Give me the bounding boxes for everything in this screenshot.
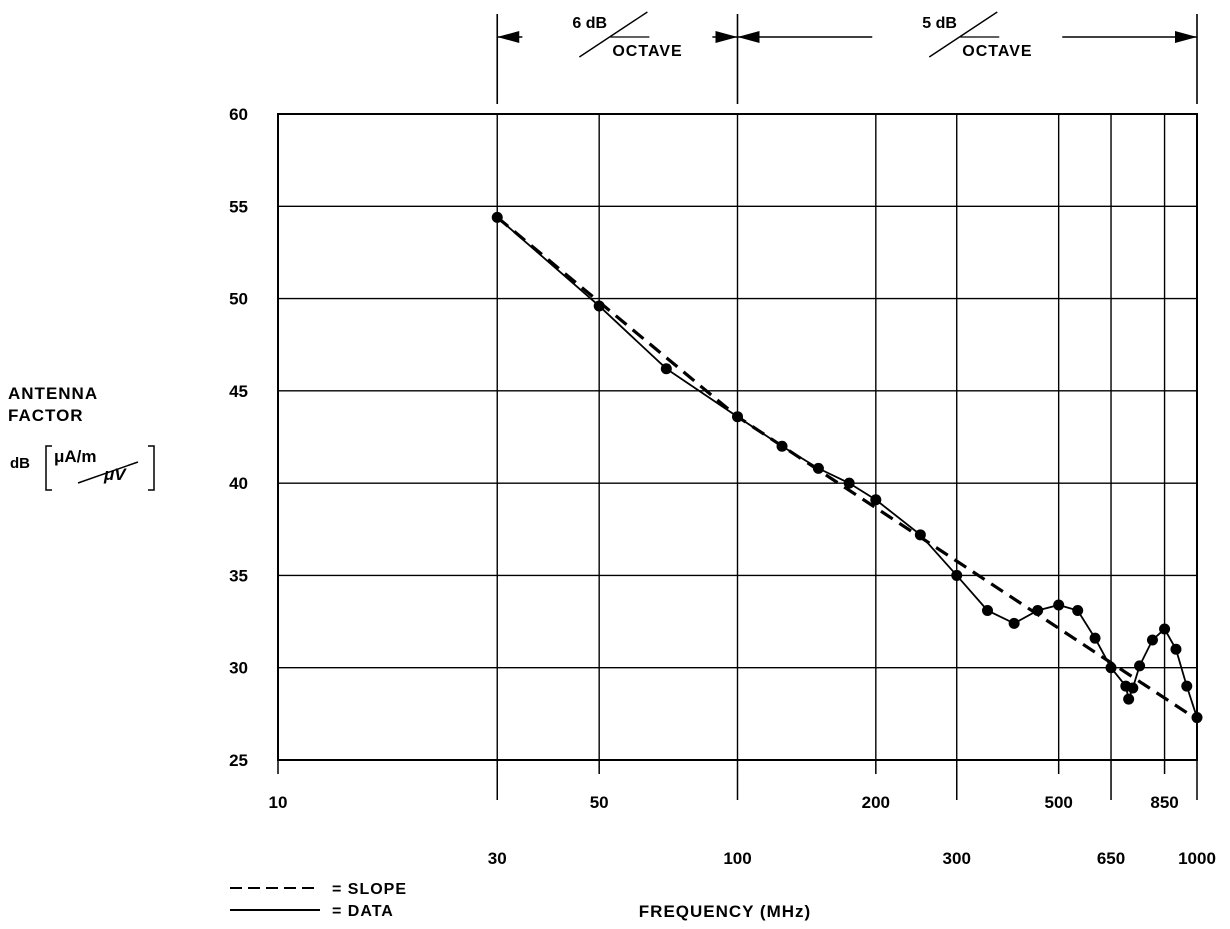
- x-tick-label-650: 650: [1097, 849, 1125, 868]
- y-tick-label-50: 50: [229, 290, 248, 309]
- bracket-left: [45, 445, 52, 491]
- y-tick-label-25: 25: [229, 751, 248, 770]
- x-tick-label-100: 100: [723, 849, 751, 868]
- annotation-value-1: 5 dB: [922, 15, 957, 32]
- y-tick-label-35: 35: [229, 566, 248, 585]
- annotation-arrowhead-left-0: [497, 31, 520, 43]
- annotation-slash-0: [578, 11, 648, 58]
- y-axis-unit-prefix: dB: [10, 455, 30, 472]
- x-tick-label-850: 850: [1150, 793, 1178, 812]
- unit-slash: [77, 461, 139, 484]
- series-line-slope: [496, 216, 1198, 721]
- y-tick-label-45: 45: [229, 382, 248, 401]
- series: [491, 211, 1203, 724]
- y-axis-label-line1: ANTENNA: [8, 384, 99, 403]
- y-tick-label-30: 30: [229, 659, 248, 678]
- y-axis-tick-labels: 25 30 35 40 45 50 55 60: [229, 105, 248, 770]
- annotation-unit-1: OCTAVE: [962, 43, 1032, 60]
- data-point-350: [981, 604, 993, 616]
- grid: [278, 113, 1197, 761]
- slope-annotations: 6 dB OCTAVE 5 dB OCTAVE: [496, 11, 1198, 104]
- y-axis-label-line2: FACTOR: [8, 406, 84, 425]
- legend-label-0: = SLOPE: [332, 881, 407, 898]
- data-point-750: [1134, 660, 1146, 672]
- x-tick-label-300: 300: [943, 849, 971, 868]
- data-point-500: [1053, 599, 1065, 611]
- x-tick-label-50: 50: [590, 793, 609, 812]
- legend: = SLOPE = DATA: [230, 881, 407, 920]
- annotation-unit-0: OCTAVE: [612, 43, 682, 60]
- x-tick-label-30: 30: [488, 849, 507, 868]
- data-point-600: [1089, 632, 1101, 644]
- x-tick-label-200: 200: [862, 793, 890, 812]
- annotation-arrowhead-left-1: [737, 31, 760, 43]
- x-tick-label-1000: 1000: [1178, 849, 1216, 868]
- data-point-710: [1123, 693, 1135, 705]
- y-tick-label-40: 40: [229, 474, 248, 493]
- data-point-300: [951, 569, 963, 581]
- data-point-725: [1127, 682, 1139, 694]
- legend-label-1: = DATA: [332, 903, 394, 920]
- y-tick-label-60: 60: [229, 105, 248, 124]
- data-point-175: [843, 477, 855, 489]
- y-axis-unit-numerator: μA/m: [54, 447, 97, 466]
- bracket-right: [148, 445, 155, 491]
- data-point-550: [1072, 604, 1084, 616]
- data-point-400: [1008, 617, 1020, 629]
- data-point-850: [1159, 623, 1171, 635]
- annotation-slash-1: [928, 11, 998, 58]
- data-point-800: [1146, 634, 1158, 646]
- data-point-900: [1170, 643, 1182, 655]
- x-tick-label-500: 500: [1044, 793, 1072, 812]
- data-point-200: [870, 494, 882, 506]
- y-axis-label: ANTENNA FACTOR: [8, 383, 98, 427]
- data-point-650: [1105, 662, 1117, 674]
- y-axis-unit-denominator: μV: [103, 465, 127, 484]
- data-point-70: [660, 363, 672, 375]
- annotation-arrowhead-right-0: [715, 31, 738, 43]
- x-axis-tick-labels: 10 50 200 500 850 30 100 300 650 1000: [269, 760, 1216, 868]
- y-axis-unit: dB μA/m μV: [10, 445, 155, 491]
- data-point-950: [1181, 680, 1193, 692]
- y-tick-label-55: 55: [229, 197, 248, 216]
- x-axis-label: FREQUENCY (MHz): [639, 902, 811, 921]
- annotation-value-0: 6 dB: [572, 15, 607, 32]
- x-tick-label-10: 10: [269, 793, 288, 812]
- annotation-arrowhead-right-1: [1175, 31, 1197, 43]
